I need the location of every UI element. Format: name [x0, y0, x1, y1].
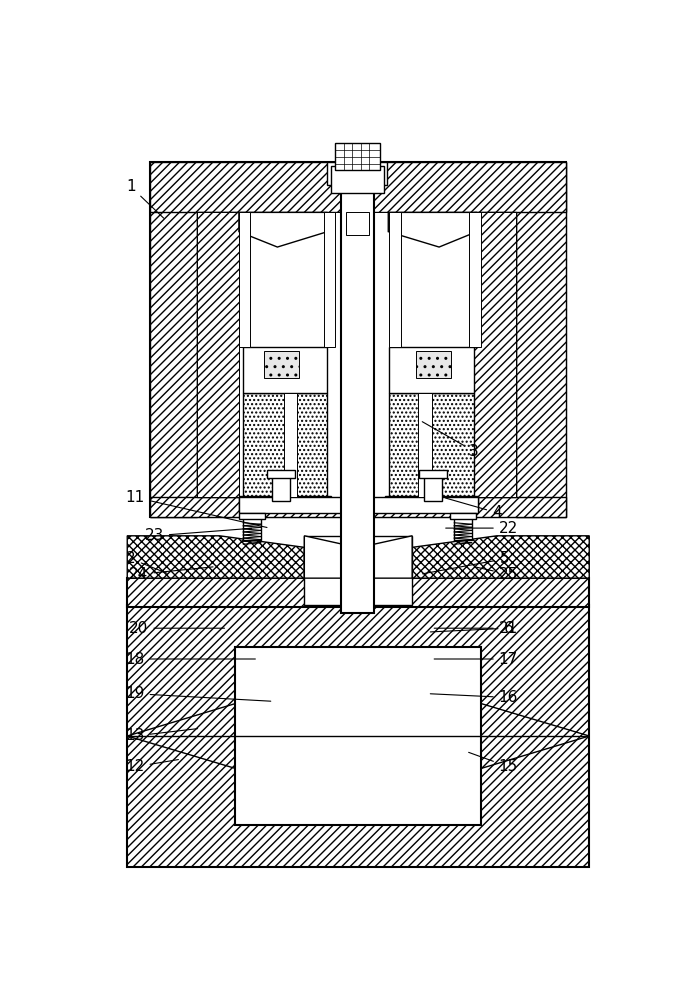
Bar	[385, 496, 477, 510]
Bar	[374, 212, 474, 497]
Bar	[516, 162, 566, 517]
Polygon shape	[304, 536, 356, 578]
Bar	[150, 162, 566, 212]
Bar	[127, 578, 590, 607]
Bar	[264, 351, 299, 378]
Bar	[416, 351, 450, 378]
Bar	[358, 497, 477, 513]
Bar	[127, 605, 590, 867]
Text: 17: 17	[434, 652, 518, 666]
Bar	[418, 393, 432, 497]
Text: 20: 20	[129, 621, 225, 636]
Text: 19: 19	[125, 686, 271, 701]
Text: 3: 3	[422, 422, 479, 459]
Bar	[346, 212, 369, 235]
Text: 2: 2	[126, 551, 167, 573]
Text: 4: 4	[445, 498, 502, 520]
Bar	[327, 162, 388, 185]
Text: 21: 21	[434, 621, 518, 636]
Text: 16: 16	[430, 690, 518, 705]
Bar	[243, 347, 327, 393]
Text: 13: 13	[125, 728, 198, 744]
Bar	[283, 393, 297, 497]
Text: 12: 12	[125, 759, 178, 774]
Bar	[150, 162, 196, 517]
Bar	[239, 496, 331, 510]
Polygon shape	[412, 536, 590, 578]
Bar	[243, 393, 327, 497]
Bar	[324, 212, 335, 347]
Bar	[331, 166, 384, 193]
Text: 6: 6	[430, 621, 513, 636]
Bar	[474, 212, 516, 497]
Bar	[196, 212, 239, 497]
Bar	[335, 143, 380, 170]
Polygon shape	[127, 701, 243, 771]
Polygon shape	[239, 212, 327, 247]
Bar	[424, 474, 442, 501]
Text: 25: 25	[477, 567, 518, 582]
Bar	[419, 470, 447, 478]
Bar	[267, 470, 295, 478]
Text: 22: 22	[445, 521, 518, 536]
Polygon shape	[474, 701, 590, 771]
Bar	[239, 513, 265, 519]
Text: 11: 11	[125, 490, 267, 527]
Bar	[454, 517, 472, 540]
Bar	[150, 497, 566, 517]
Bar	[469, 212, 481, 347]
Bar	[304, 536, 412, 605]
Text: 15: 15	[468, 752, 518, 774]
Bar	[239, 212, 343, 497]
Bar	[341, 189, 374, 613]
Bar	[474, 212, 516, 497]
Bar	[272, 474, 290, 501]
Text: 23: 23	[145, 528, 251, 543]
Bar	[389, 212, 401, 347]
Bar	[450, 513, 476, 519]
Text: 24: 24	[129, 567, 213, 582]
Bar	[235, 647, 482, 825]
Bar	[239, 497, 358, 513]
Text: 1: 1	[126, 179, 164, 218]
Bar	[239, 212, 251, 347]
Bar	[389, 393, 474, 497]
Text: 18: 18	[125, 652, 255, 666]
Bar	[150, 162, 566, 517]
Bar	[196, 212, 239, 497]
Polygon shape	[127, 536, 304, 578]
Bar	[243, 517, 261, 540]
Polygon shape	[388, 212, 477, 247]
Text: 5: 5	[422, 551, 509, 574]
Polygon shape	[360, 536, 412, 578]
Bar	[389, 347, 474, 393]
